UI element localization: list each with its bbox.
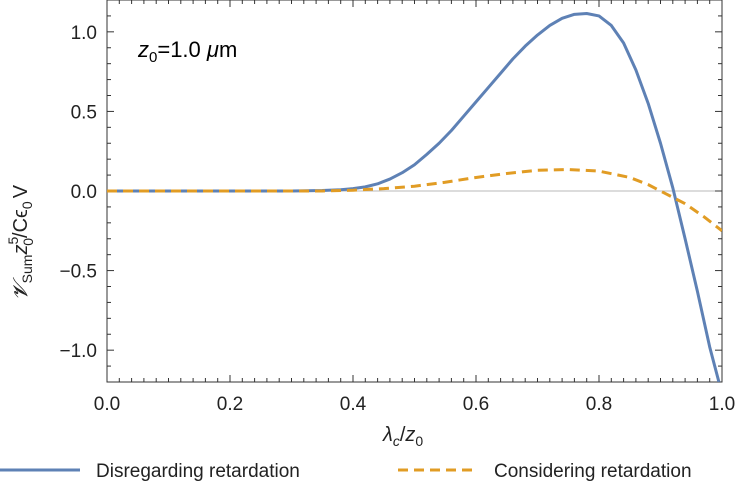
axis-ticks (106, 0, 723, 383)
x-tick-label: 0.0 (94, 394, 120, 415)
annotation: z0=1.0 μm (137, 37, 237, 66)
x-tick-label: 0.8 (586, 394, 612, 415)
y-tick-label: −1.0 (59, 341, 97, 362)
y-tick-label: 1.0 (71, 23, 97, 44)
y-tick-label: 0.0 (71, 182, 97, 203)
series-lines (107, 12, 722, 382)
legend: Disregarding retardation Considering ret… (0, 461, 692, 482)
x-tick-label: 0.6 (463, 394, 489, 415)
tick-labels: 0.0 0.2 0.4 0.6 0.8 1.0 1.0 0.5 0.0 −0.5 −1.0 (59, 23, 735, 415)
x-tick-label: 0.4 (340, 394, 367, 415)
y-axis-label: 𝓥Sumz50/Cϵ0V (5, 184, 36, 300)
x-tick-label: 1.0 (709, 394, 735, 415)
series-line-considering (107, 168, 722, 232)
x-axis-label: λc/z0 (382, 424, 423, 449)
y-tick-label: −0.5 (59, 262, 97, 283)
y-tick-label: 0.5 (71, 102, 97, 123)
legend-label-considering: Considering retardation (494, 461, 692, 482)
x-tick-label: 0.2 (217, 394, 243, 415)
series-line-disregarding (107, 12, 721, 382)
legend-label-disregarding: Disregarding retardation (96, 461, 300, 482)
